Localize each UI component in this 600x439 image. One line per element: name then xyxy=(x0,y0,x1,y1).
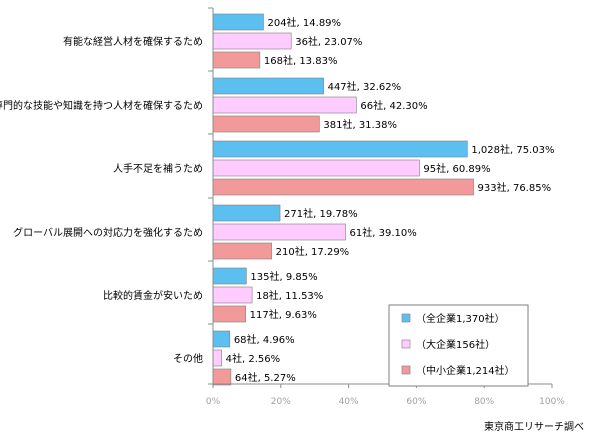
bar-s1-c4 xyxy=(212,286,253,304)
data-label-s1-c1: 66社, 42.30% xyxy=(360,99,427,112)
x-tick-label-0: 0% xyxy=(206,397,221,407)
bar-s2-c4 xyxy=(212,305,246,323)
data-label-s0-c1: 447社, 32.62% xyxy=(328,80,402,93)
legend-label-0: （全企業1,370社） xyxy=(416,312,505,325)
bar-s2-c5 xyxy=(212,368,232,386)
bar-s2-c3 xyxy=(212,242,272,260)
legend-swatch-2 xyxy=(401,365,411,375)
category-label-0: 有能な経営人材を確保するため xyxy=(63,35,203,48)
x-tick-label-3: 60% xyxy=(406,397,426,407)
bar-s0-c5 xyxy=(212,330,231,348)
data-label-s0-c4: 135社, 9.85% xyxy=(250,270,317,283)
legend-swatch-0 xyxy=(401,313,411,323)
legend-label-2: （中小企業1,214社） xyxy=(416,364,515,377)
bar-s2-c1 xyxy=(212,115,320,133)
data-label-s2-c1: 381社, 31.38% xyxy=(323,118,397,131)
x-tick-label-5: 100% xyxy=(539,397,565,407)
bar-s0-c3 xyxy=(212,204,281,222)
bar-s0-c1 xyxy=(212,77,324,95)
data-label-s2-c0: 168社, 13.83% xyxy=(264,54,338,67)
bar-s1-c2 xyxy=(212,159,420,177)
bar-s1-c3 xyxy=(212,223,346,241)
data-label-s2-c5: 64社, 5.27% xyxy=(235,371,296,384)
data-label-s1-c4: 18社, 11.53% xyxy=(256,289,323,302)
x-tick-label-1: 20% xyxy=(271,397,291,407)
category-label-1: 専門的な技能や知識を持つ人材を確保するため xyxy=(0,99,203,112)
bar-s0-c4 xyxy=(212,267,247,285)
bar-s2-c0 xyxy=(212,51,261,69)
bar-s1-c0 xyxy=(212,32,292,50)
bar-s0-c0 xyxy=(212,13,264,31)
x-tick-label-4: 80% xyxy=(474,397,494,407)
labels-group: 204社, 14.89% 36社, 23.07% 168社, 13.83% 有能な経営… xyxy=(0,16,554,384)
legend-box xyxy=(388,304,529,387)
category-label-5: その他 xyxy=(173,352,203,365)
data-label-s2-c4: 117社, 9.63% xyxy=(250,308,317,321)
data-label-s0-c0: 204社, 14.89% xyxy=(267,16,341,29)
data-label-s1-c5: 4社, 2.56% xyxy=(226,352,281,365)
data-label-s2-c2: 933社, 76.85% xyxy=(478,181,552,194)
category-label-2: 人手不足を補うため xyxy=(113,162,203,175)
bar-s0-c2 xyxy=(212,140,468,158)
category-label-3: グローバル展開への対応力を強化するため xyxy=(13,226,203,239)
bar-s2-c2 xyxy=(212,178,474,196)
data-label-s1-c3: 61社, 39.10% xyxy=(350,226,417,239)
data-label-s2-c3: 210社, 17.29% xyxy=(276,245,350,258)
source-note: 東京商工リサーチ調べ xyxy=(484,422,584,433)
legend-swatch-1 xyxy=(401,339,411,349)
legend: （全企業1,370社） （大企業156社） （中小企業1,214社） xyxy=(388,304,529,387)
data-label-s1-c0: 36社, 23.07% xyxy=(295,35,362,48)
data-label-s0-c5: 68社, 4.96% xyxy=(234,333,295,346)
data-label-s0-c3: 271社, 19.78% xyxy=(284,207,358,220)
bar-s1-c5 xyxy=(212,349,222,367)
category-label-4: 比較的賃金が安いため xyxy=(103,289,203,302)
bar-s1-c1 xyxy=(212,96,357,114)
data-label-s1-c2: 95社, 60.89% xyxy=(423,162,490,175)
x-tick-label-2: 40% xyxy=(339,397,359,407)
data-label-s0-c2: 1,028社, 75.03% xyxy=(471,143,554,156)
legend-label-1: （大企業156社） xyxy=(416,338,495,351)
